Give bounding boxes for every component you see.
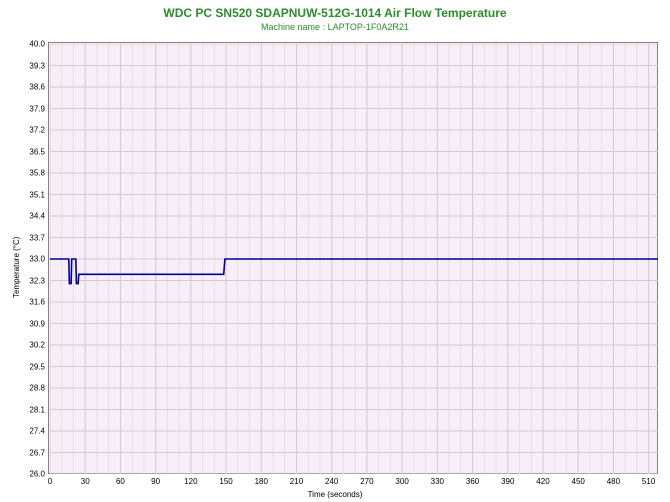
x-tick-label: 480 (607, 473, 620, 486)
y-tick-label: 39.3 (29, 61, 49, 70)
y-tick-label: 35.8 (29, 169, 49, 178)
x-tick-label: 330 (431, 473, 444, 486)
y-tick-label: 30.2 (29, 341, 49, 350)
y-tick-label: 38.6 (29, 83, 49, 92)
y-axis-label: Temperature (°C) (12, 237, 21, 298)
x-tick-label: 0 (48, 473, 52, 486)
data-line (50, 44, 658, 474)
y-tick-label: 33.0 (29, 255, 49, 264)
y-tick-label: 27.4 (29, 427, 49, 436)
x-tick-label: 30 (81, 473, 90, 486)
chart-subtitle: Machine name : LAPTOP-1F0A2R21 (0, 22, 670, 32)
x-tick-label: 510 (642, 473, 655, 486)
plot-area: 26.026.727.428.128.829.530.230.931.632.3… (48, 42, 658, 474)
x-axis-label: Time (seconds) (0, 490, 670, 499)
x-tick-label: 150 (219, 473, 232, 486)
y-tick-label: 26.0 (29, 470, 49, 479)
y-tick-label: 28.1 (29, 405, 49, 414)
x-tick-label: 390 (501, 473, 514, 486)
y-tick-label: 31.6 (29, 298, 49, 307)
x-tick-label: 210 (290, 473, 303, 486)
y-tick-label: 40.0 (29, 40, 49, 49)
x-tick-label: 90 (151, 473, 160, 486)
y-tick-label: 36.5 (29, 147, 49, 156)
y-tick-label: 32.3 (29, 276, 49, 285)
y-tick-label: 37.2 (29, 126, 49, 135)
y-tick-label: 28.8 (29, 384, 49, 393)
x-tick-label: 120 (184, 473, 197, 486)
y-tick-label: 30.9 (29, 319, 49, 328)
x-tick-label: 240 (325, 473, 338, 486)
x-tick-label: 420 (536, 473, 549, 486)
y-tick-label: 26.7 (29, 448, 49, 457)
chart-title: WDC PC SN520 SDAPNUW-512G-1014 Air Flow … (0, 6, 670, 20)
y-tick-label: 33.7 (29, 233, 49, 242)
y-tick-label: 34.4 (29, 212, 49, 221)
x-tick-label: 60 (116, 473, 125, 486)
x-tick-label: 450 (571, 473, 584, 486)
x-tick-label: 270 (360, 473, 373, 486)
x-tick-label: 180 (255, 473, 268, 486)
y-tick-label: 29.5 (29, 362, 49, 371)
y-tick-label: 37.9 (29, 104, 49, 113)
x-tick-label: 300 (395, 473, 408, 486)
chart-container: { "chart": { "type": "line", "title": "W… (0, 0, 670, 502)
x-tick-label: 360 (466, 473, 479, 486)
y-tick-label: 35.1 (29, 190, 49, 199)
